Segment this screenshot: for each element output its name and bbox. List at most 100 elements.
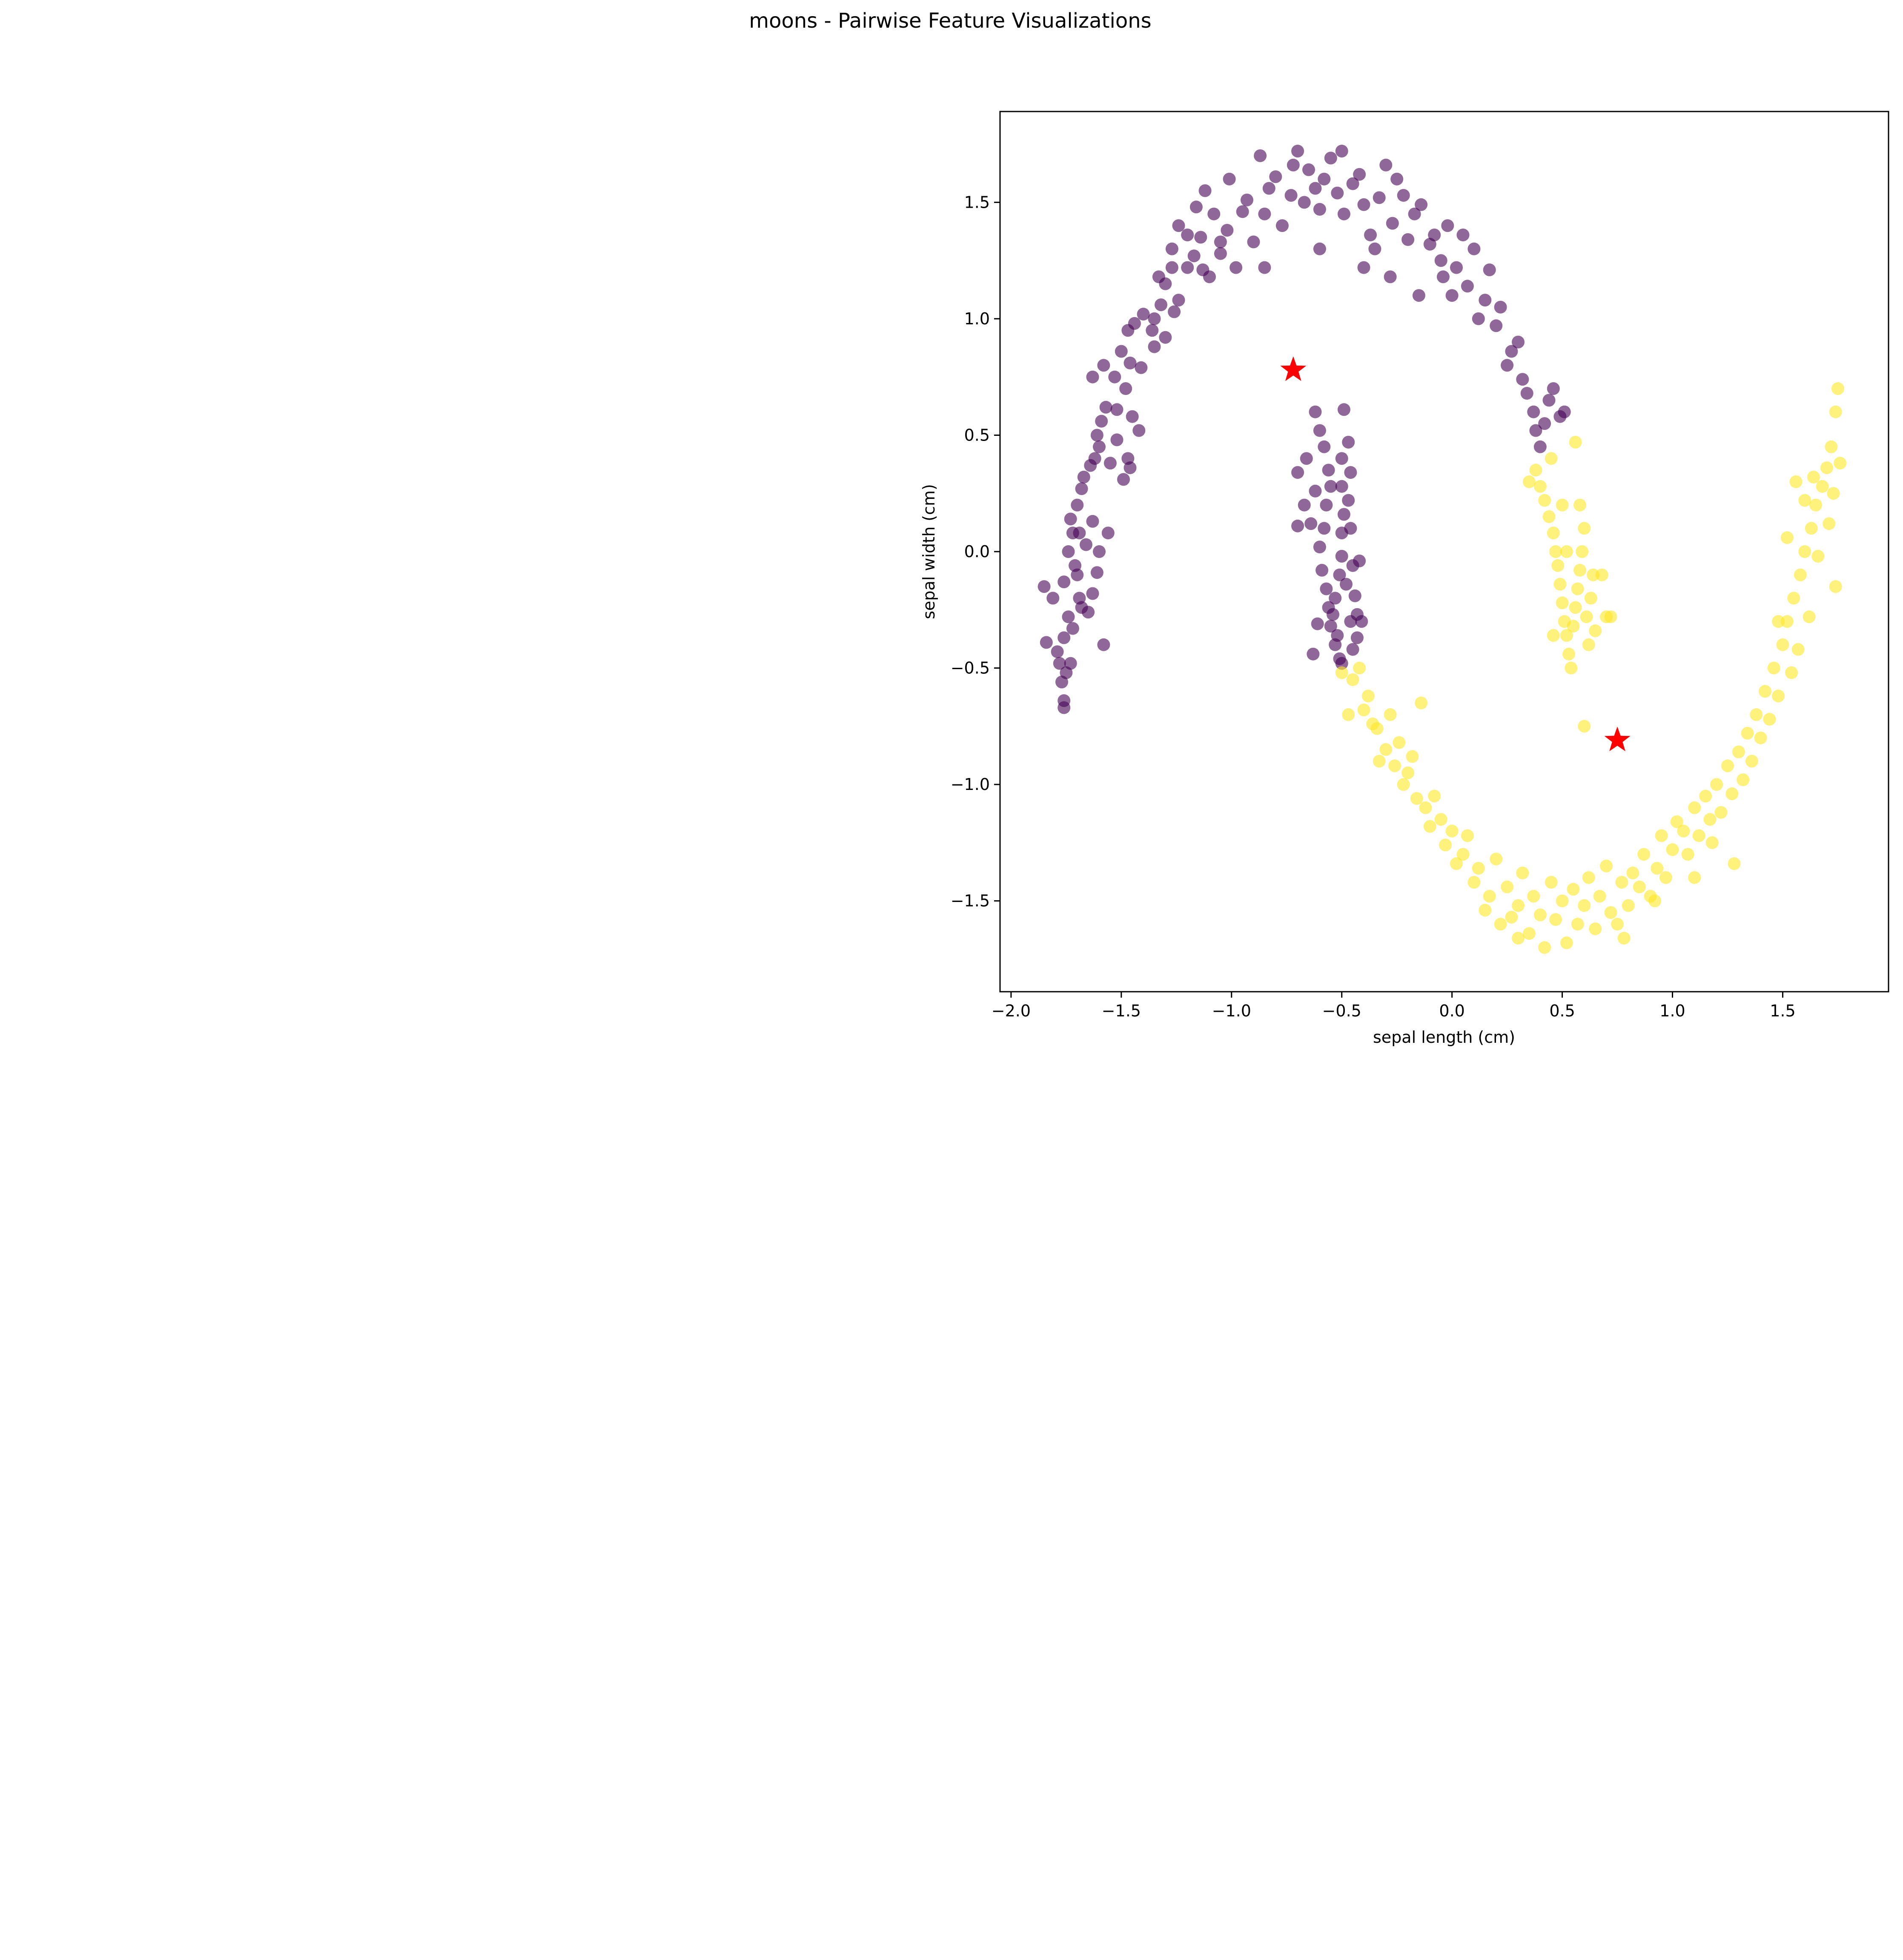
data-point-class-1 — [1633, 880, 1646, 893]
data-point-class-0 — [1298, 196, 1311, 209]
data-point-class-0 — [1505, 345, 1518, 358]
y-tick-label: −1.0 — [951, 775, 990, 794]
data-point-class-0 — [1320, 498, 1333, 512]
data-point-class-1 — [1501, 880, 1514, 893]
data-point-class-0 — [1103, 457, 1117, 470]
data-point-class-0 — [1040, 636, 1053, 649]
data-point-class-0 — [1386, 217, 1399, 230]
data-point-class-0 — [1046, 592, 1060, 605]
data-point-class-1 — [1388, 759, 1401, 773]
data-point-class-0 — [1128, 317, 1141, 330]
data-point-class-0 — [1172, 219, 1185, 232]
data-point-class-1 — [1505, 910, 1518, 924]
data-point-class-0 — [1291, 466, 1304, 479]
data-point-class-1 — [1725, 787, 1739, 800]
data-point-class-1 — [1811, 549, 1825, 563]
data-point-class-1 — [1721, 759, 1734, 773]
data-point-class-0 — [1214, 247, 1227, 260]
data-point-class-1 — [1681, 848, 1694, 861]
data-point-class-0 — [1337, 207, 1350, 220]
data-point-class-1 — [1384, 708, 1397, 721]
data-point-class-0 — [1066, 622, 1079, 635]
data-point-class-0 — [1194, 231, 1207, 244]
data-point-class-1 — [1571, 918, 1584, 931]
data-point-class-0 — [1344, 615, 1357, 628]
data-point-class-1 — [1831, 382, 1844, 395]
data-point-class-0 — [1309, 405, 1322, 418]
data-point-class-0 — [1335, 480, 1348, 493]
data-point-class-1 — [1745, 755, 1758, 768]
data-point-class-0 — [1379, 158, 1393, 172]
data-point-class-0 — [1397, 189, 1410, 202]
data-point-class-1 — [1357, 704, 1370, 716]
data-point-class-1 — [1834, 457, 1847, 470]
data-point-class-1 — [1567, 883, 1580, 896]
data-point-class-1 — [1763, 712, 1776, 726]
data-point-class-1 — [1512, 899, 1525, 912]
x-tick-label: −2.0 — [992, 1001, 1031, 1020]
data-point-class-0 — [1322, 464, 1335, 477]
data-point-class-0 — [1275, 219, 1289, 232]
data-point-class-0 — [1335, 452, 1348, 465]
data-point-class-0 — [1165, 261, 1178, 274]
data-point-class-1 — [1829, 580, 1842, 593]
data-point-class-0 — [1071, 568, 1084, 581]
data-point-class-0 — [1408, 207, 1421, 220]
data-point-class-0 — [1415, 198, 1428, 211]
y-axis-label: sepal width (cm) — [920, 484, 938, 619]
data-point-class-1 — [1522, 927, 1536, 940]
data-point-class-1 — [1573, 564, 1586, 577]
data-point-class-0 — [1364, 229, 1377, 241]
data-point-class-0 — [1520, 387, 1533, 400]
data-point-class-1 — [1670, 815, 1683, 828]
data-point-class-1 — [1533, 480, 1547, 493]
data-point-class-1 — [1547, 629, 1560, 642]
data-point-class-0 — [1390, 172, 1404, 186]
data-point-class-0 — [1436, 270, 1450, 283]
x-tick-label: −0.5 — [1322, 1001, 1361, 1020]
data-point-class-0 — [1123, 356, 1137, 369]
data-point-class-0 — [1311, 617, 1324, 630]
data-point-class-1 — [1578, 720, 1591, 733]
x-tick-label: −1.5 — [1102, 1001, 1141, 1020]
data-point-class-0 — [1483, 263, 1496, 276]
data-point-class-0 — [1516, 373, 1529, 386]
data-point-class-0 — [1172, 294, 1185, 307]
data-point-class-0 — [1165, 242, 1178, 255]
data-point-class-1 — [1829, 405, 1842, 418]
data-point-class-1 — [1807, 470, 1820, 484]
data-point-class-1 — [1582, 638, 1595, 651]
x-tick-label: −1.0 — [1212, 1001, 1251, 1020]
data-point-class-0 — [1368, 242, 1381, 255]
data-point-class-0 — [1051, 645, 1064, 658]
data-point-class-0 — [1461, 280, 1474, 293]
data-point-class-0 — [1472, 312, 1485, 325]
data-point-class-1 — [1370, 722, 1384, 735]
data-point-class-0 — [1236, 205, 1249, 218]
data-point-class-0 — [1300, 452, 1313, 465]
data-point-class-0 — [1313, 242, 1326, 255]
data-point-class-1 — [1353, 661, 1366, 675]
data-point-class-0 — [1346, 177, 1359, 190]
data-point-class-0 — [1254, 149, 1267, 162]
data-point-class-1 — [1494, 918, 1507, 931]
data-point-class-0 — [1538, 417, 1551, 430]
data-point-class-0 — [1558, 405, 1571, 418]
data-point-class-1 — [1545, 452, 1558, 465]
data-point-class-1 — [1593, 890, 1606, 903]
data-point-class-0 — [1350, 631, 1364, 644]
data-point-class-1 — [1688, 801, 1701, 814]
data-point-class-0 — [1123, 461, 1137, 474]
data-point-class-1 — [1560, 629, 1573, 642]
data-point-class-1 — [1798, 494, 1811, 507]
data-point-class-1 — [1791, 643, 1805, 656]
data-point-class-0 — [1064, 657, 1077, 670]
data-point-class-0 — [1110, 403, 1123, 416]
data-point-class-0 — [1501, 359, 1514, 372]
data-point-class-1 — [1545, 876, 1558, 889]
data-point-class-0 — [1441, 219, 1454, 232]
data-point-class-1 — [1648, 894, 1662, 907]
data-point-class-1 — [1785, 666, 1798, 679]
data-point-class-0 — [1355, 615, 1368, 628]
data-point-class-1 — [1772, 690, 1785, 703]
